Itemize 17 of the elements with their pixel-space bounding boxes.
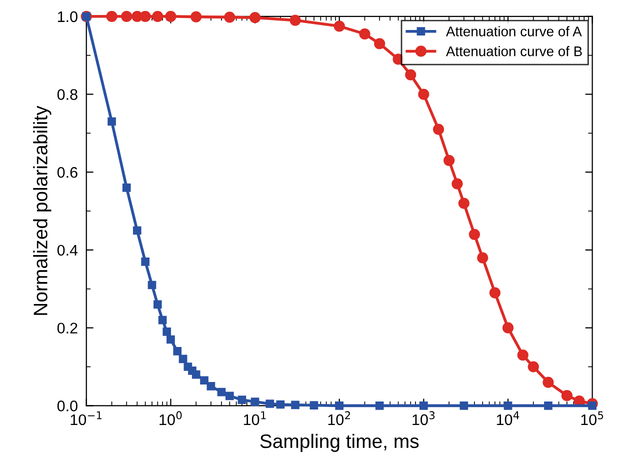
x-tick-label: 10$^{2}$ — [328, 411, 350, 426]
x-tick-label: 10$^{4}$ — [496, 411, 520, 426]
y-tick-label: 1.0 — [58, 11, 78, 22]
y-tick-label: 0.4 — [57, 244, 78, 256]
x-tick-label: 10$^{−1}$ — [70, 411, 102, 426]
y-tick-label: 0.2 — [57, 322, 78, 334]
y-tick-label: 0.0 — [57, 400, 78, 412]
y-tick-label: 0.8 — [57, 89, 78, 100]
y-axis-title: Normalized polarizability — [33, 106, 52, 315]
legend-label: Attenuation curve of A — [446, 26, 582, 36]
x-tick-label: 10$^{3}$ — [412, 411, 435, 426]
x-axis-title: Sampling time, ms — [260, 434, 419, 452]
legend-label: Attenuation curve of B — [446, 46, 582, 56]
y-tick-label: 0.6 — [57, 166, 78, 178]
x-tick-label: 10$^{1}$ — [244, 411, 266, 426]
x-tick-label: 10$^{0}$ — [160, 411, 182, 426]
x-tick-label: 10$^{5}$ — [581, 411, 604, 426]
